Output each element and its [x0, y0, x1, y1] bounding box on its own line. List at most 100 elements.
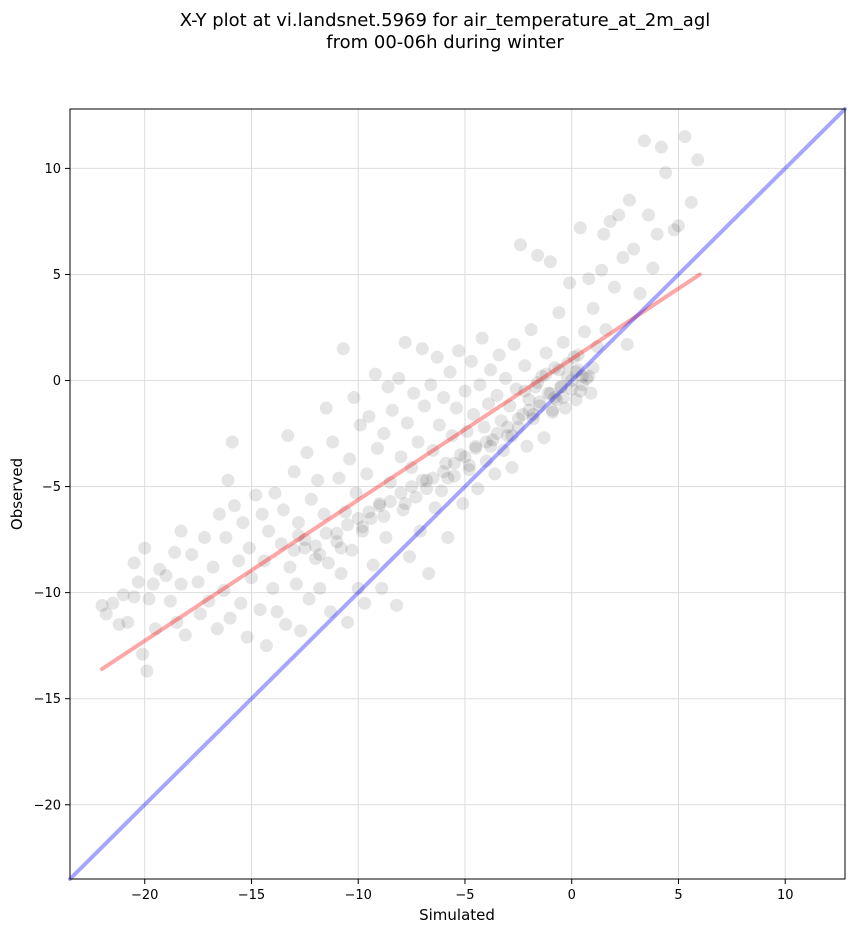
data-point: [198, 530, 212, 544]
data-point: [383, 475, 397, 489]
data-point: [578, 325, 592, 339]
chart-title-line-2: from 00-06h during winter: [326, 32, 564, 53]
data-point: [650, 227, 664, 241]
data-point: [99, 607, 113, 621]
data-point: [469, 441, 483, 455]
data-point: [420, 482, 434, 496]
data-point: [691, 153, 705, 167]
data-point: [415, 342, 429, 356]
data-point: [560, 369, 574, 383]
data-point: [467, 407, 481, 421]
data-point: [550, 393, 564, 407]
data-point: [311, 473, 325, 487]
data-point: [362, 410, 376, 424]
data-point: [548, 361, 562, 375]
data-point: [355, 520, 369, 534]
data-point: [168, 545, 182, 559]
data-point: [509, 382, 523, 396]
data-point: [146, 577, 160, 591]
data-point: [511, 420, 525, 434]
data-point: [210, 622, 224, 636]
data-point: [281, 429, 295, 443]
data-point: [370, 441, 384, 455]
data-point: [518, 359, 532, 373]
data-point: [319, 401, 333, 415]
data-point: [341, 518, 355, 532]
data-point: [535, 369, 549, 383]
data-point: [437, 390, 451, 404]
data-point: [473, 378, 487, 392]
data-point: [127, 590, 141, 604]
data-point: [437, 465, 451, 479]
data-point: [492, 348, 506, 362]
data-point: [193, 607, 207, 621]
data-point: [432, 418, 446, 432]
data-point: [298, 541, 312, 555]
data-point: [317, 507, 331, 521]
data-point: [266, 581, 280, 595]
data-point: [398, 335, 412, 349]
data-point: [546, 405, 560, 419]
data-point: [334, 541, 348, 555]
data-point: [426, 444, 440, 458]
x-tick-label: −15: [238, 888, 265, 903]
data-point: [405, 480, 419, 494]
data-point: [349, 486, 363, 500]
data-point: [511, 412, 525, 426]
data-point: [569, 393, 583, 407]
data-point: [573, 384, 587, 398]
data-point: [678, 130, 692, 144]
data-point: [274, 537, 288, 551]
data-point: [270, 605, 284, 619]
data-point: [302, 592, 316, 606]
data-point: [185, 547, 199, 561]
data-point: [219, 530, 233, 544]
x-axis-ticks: −20 −15 −10 −5 0 5 10: [131, 879, 793, 903]
data-point: [279, 617, 293, 631]
data-point: [430, 350, 444, 364]
data-point: [236, 516, 250, 530]
x-axis-label: Simulated: [419, 906, 495, 924]
x-tick-label: 10: [777, 888, 794, 903]
y-tick-label: −20: [34, 798, 61, 813]
data-point: [552, 363, 566, 377]
data-point: [402, 550, 416, 564]
data-point: [396, 503, 410, 517]
data-point: [654, 140, 668, 154]
data-point: [206, 560, 220, 574]
data-point: [488, 467, 502, 481]
data-point: [684, 195, 698, 209]
data-point: [518, 384, 532, 398]
data-point: [319, 526, 333, 540]
data-point: [494, 414, 508, 428]
data-point: [556, 335, 570, 349]
data-point: [516, 407, 530, 421]
data-point: [575, 378, 589, 392]
data-point: [309, 552, 323, 566]
data-point: [539, 367, 553, 381]
data-point: [289, 577, 303, 591]
data-point: [484, 439, 498, 453]
data-point: [294, 624, 308, 638]
data-point: [355, 524, 369, 538]
data-point: [121, 615, 135, 629]
data-point: [217, 584, 231, 598]
data-point: [400, 416, 414, 430]
data-point: [323, 605, 337, 619]
data-point: [458, 384, 472, 398]
data-point: [633, 287, 647, 301]
data-point: [434, 484, 448, 498]
data-point: [565, 382, 579, 396]
data-point: [360, 467, 374, 481]
data-point: [178, 628, 192, 642]
data-point: [590, 340, 604, 354]
data-point: [334, 567, 348, 581]
y-tick-label: 5: [53, 268, 61, 283]
data-point: [140, 664, 154, 678]
data-point: [526, 412, 540, 426]
data-point: [417, 399, 431, 413]
data-point: [309, 539, 323, 553]
data-point: [223, 611, 237, 625]
data-point: [499, 371, 513, 385]
data-point: [347, 390, 361, 404]
